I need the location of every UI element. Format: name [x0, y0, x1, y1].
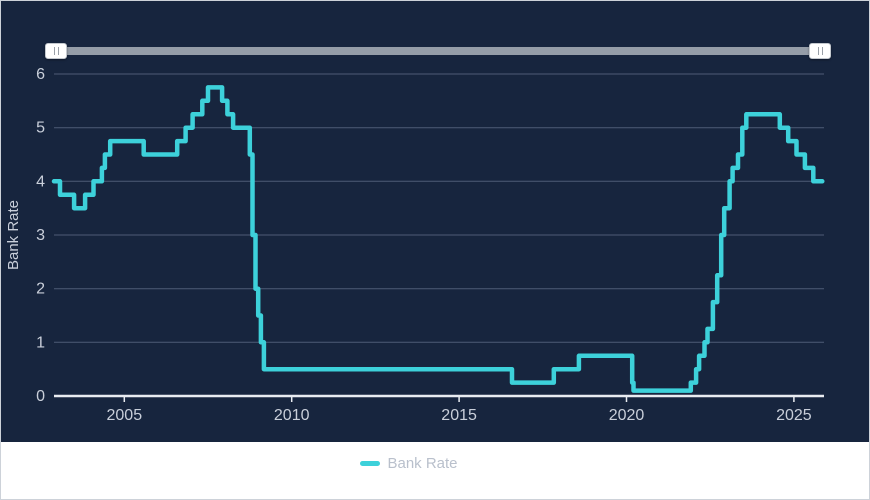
slider-grip-icon	[817, 47, 823, 55]
legend-line-marker-icon	[360, 461, 381, 466]
y-axis-tick-label: 1	[36, 334, 45, 351]
y-axis-tick-label: 3	[36, 227, 45, 244]
x-axis-tick-label: 2010	[274, 407, 310, 424]
y-axis-tick-label: 0	[36, 388, 45, 405]
x-axis-tick-label: 2025	[776, 407, 812, 424]
x-axis-tick-label: 2005	[107, 407, 143, 424]
slider-handle-right[interactable]	[809, 43, 831, 59]
y-axis-tick-label: 6	[36, 66, 45, 83]
y-axis-title: Bank Rate	[5, 200, 22, 270]
legend-item-bank-rate[interactable]: Bank Rate	[360, 455, 458, 472]
y-axis-tick-label: 4	[36, 173, 45, 190]
slider-grip-icon	[53, 47, 59, 55]
y-axis-tick-label: 5	[36, 120, 45, 137]
x-axis-tick-label: 2015	[441, 407, 477, 424]
range-slider	[1, 41, 869, 61]
legend-label: Bank Rate	[387, 455, 458, 472]
bank-rate-chart: 0 1 2 3 4 5 6 2005 2010 2015 2020 2025 Bank Rate	[5, 66, 825, 424]
slider-track[interactable]	[54, 47, 827, 55]
x-axis-tick-label: 2020	[609, 407, 645, 424]
y-axis-tick-label: 2	[36, 281, 45, 298]
legend: Bank Rate	[1, 442, 843, 498]
slider-handle-left[interactable]	[45, 43, 67, 59]
chart-panel: 0 1 2 3 4 5 6 2005 2010 2015 2020 2025 Bank Rate	[1, 1, 869, 442]
bank-rate-series-line[interactable]	[51, 85, 825, 393]
